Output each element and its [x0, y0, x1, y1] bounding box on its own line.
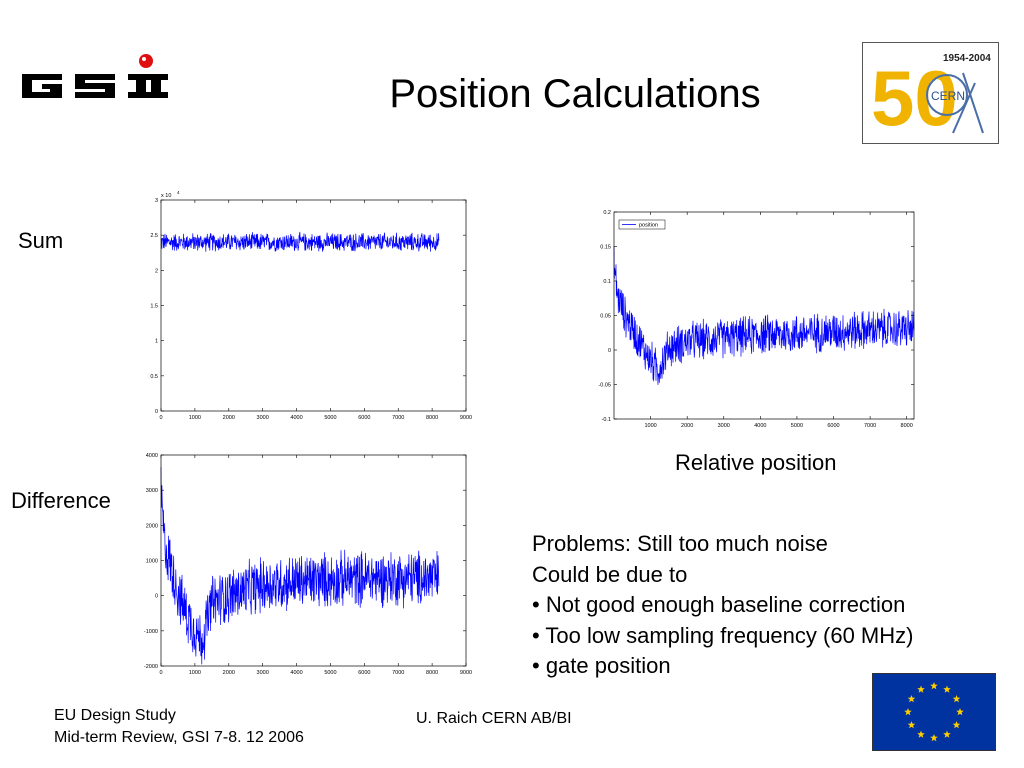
y-tick-label: 2 [155, 268, 158, 274]
cern-50-logo: 50 1954-2004 CERN [862, 42, 999, 144]
x-tick-label: 6000 [358, 670, 370, 676]
y-tick-label: 0.2 [603, 210, 611, 216]
legend-box [618, 219, 666, 230]
footer-left-line2: Mid-term Review, GSI 7-8. 12 2006 [54, 729, 304, 746]
y-tick-label: 3 [155, 198, 158, 204]
problems-bullet: • Too low sampling frequency (60 MHz) [532, 622, 914, 648]
footer-center: U. Raich CERN AB/BI [416, 710, 572, 727]
y-tick-label: 0.05 [600, 314, 611, 320]
y-tick-label: 1000 [146, 559, 158, 565]
signal-series-line [160, 231, 440, 252]
y-tick-label: 0 [155, 409, 158, 415]
x-tick-label: 5000 [324, 670, 336, 676]
x-tick-label: 7000 [864, 423, 876, 429]
problems-bullet: • Not good enough baseline correction [532, 592, 906, 617]
y-tick-label: 2000 [146, 523, 158, 529]
cern-years-text: 1954-2004 [943, 53, 991, 64]
sum-chart: 0 0.5 1 1.5 2 2.5 3 0 1000 2000 3000 4000 5000 6000 70… [140, 190, 480, 425]
x-tick-label: 8000 [426, 415, 438, 421]
x-tick-label: 7000 [392, 670, 404, 676]
eu-star-icon [930, 734, 938, 742]
cern-50-number: 50 [871, 54, 958, 142]
x-tick-label: 7000 [392, 415, 404, 421]
y-multiplier-exponent: 4 [177, 190, 180, 195]
x-tick-label: 4000 [754, 423, 766, 429]
eu-star-icon [907, 695, 916, 703]
problems-line: Problems: Still too much noise [532, 531, 828, 556]
eu-flag-logo [872, 673, 996, 751]
x-tick-label: 4000 [290, 415, 302, 421]
x-tick-label: 3000 [257, 415, 269, 421]
y-tick-label: -0.05 [598, 383, 611, 389]
eu-star-icon [952, 695, 961, 703]
eu-star-icon [943, 730, 951, 738]
difference-chart: -2000 -1000 0 1000 2000 3000 4000 0 1000 2000 3000… [140, 448, 480, 680]
problems-line: Could be due to [532, 561, 688, 587]
x-tick-label: 1000 [189, 415, 201, 421]
relative-position-chart: -0.1 -0.05 0 0.05 0.1 0.15 0.2 1000 2000 3000 4000… [590, 202, 920, 430]
x-tick-label: 9000 [460, 415, 472, 421]
x-tick-label: 2000 [223, 670, 235, 676]
y-tick-label: 1.5 [150, 304, 158, 310]
eu-star-icon [943, 685, 951, 693]
y-tick-label: -0.1 [602, 417, 611, 423]
relative-position-label: Relative position [675, 450, 837, 475]
problems-text: Problems: Still too much noise Could be … [532, 529, 1002, 682]
footer-left-line1: EU Design Study [54, 707, 176, 724]
eu-star-icon [907, 721, 916, 729]
y-tick-label: 0.1 [603, 279, 611, 285]
problems-bullet: • gate position [532, 653, 671, 678]
eu-star-icon [930, 682, 938, 690]
y-tick-label: 3000 [146, 488, 158, 494]
x-tick-label: 0 [159, 415, 162, 421]
x-tick-label: 2000 [681, 423, 693, 429]
legend-label: position [639, 223, 658, 229]
y-tick-label: 2.5 [150, 233, 158, 239]
x-tick-label: 8000 [901, 423, 913, 429]
plot-frame [160, 199, 467, 412]
x-tick-label: 1000 [189, 670, 201, 676]
y-tick-label: 0.5 [150, 374, 158, 380]
x-tick-label: 0 [159, 670, 162, 676]
x-tick-label: 9000 [460, 670, 472, 676]
x-tick-label: 6000 [827, 423, 839, 429]
x-tick-label: 1000 [644, 423, 656, 429]
x-tick-label: 8000 [426, 670, 438, 676]
x-tick-label: 5000 [791, 423, 803, 429]
y-tick-label: 0.15 [600, 245, 611, 251]
eu-star-icon [956, 708, 964, 716]
x-tick-label: 6000 [358, 415, 370, 421]
signal-series-line [160, 467, 440, 665]
x-tick-label: 3000 [257, 670, 269, 676]
eu-star-icon [952, 721, 961, 729]
y-tick-label: -2000 [144, 664, 158, 670]
y-tick-label: 0 [608, 348, 611, 354]
sum-label: Sum [18, 228, 64, 253]
gsi-logo [20, 52, 170, 100]
signal-series-line [613, 245, 915, 385]
y-multiplier-label: x 10 [161, 193, 171, 199]
y-tick-label: 4000 [146, 453, 158, 459]
y-tick-label: -1000 [144, 629, 158, 635]
cern-text: CERN [931, 89, 965, 103]
x-tick-label: 4000 [290, 670, 302, 676]
slide-title: Position Calculations [389, 72, 761, 116]
x-tick-label: 2000 [223, 415, 235, 421]
eu-star-icon [917, 685, 925, 693]
eu-star-icon [917, 730, 925, 738]
footer-left: EU Design Study Mid-term Review, GSI 7-8… [54, 705, 304, 749]
x-tick-label: 3000 [718, 423, 730, 429]
y-tick-label: 1 [155, 339, 158, 345]
y-tick-label: 0 [155, 594, 158, 600]
x-tick-label: 5000 [324, 415, 336, 421]
eu-star-icon [904, 708, 912, 716]
difference-label: Difference [11, 488, 111, 513]
